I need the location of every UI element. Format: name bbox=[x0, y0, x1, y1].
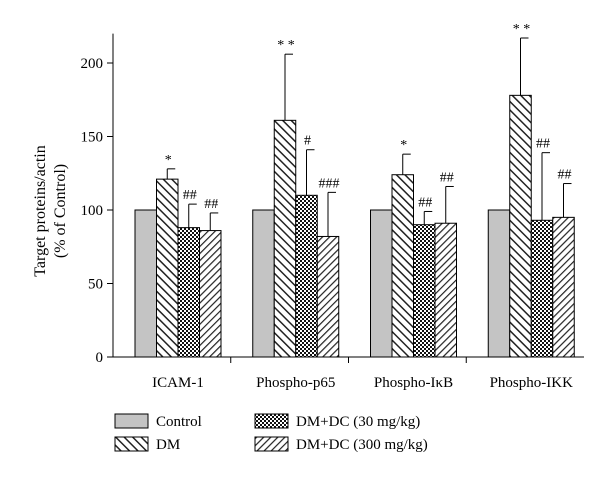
legend-label: DM+DC (30 mg/kg) bbox=[296, 414, 420, 430]
y-axis: 0 50 100 150 200 bbox=[81, 33, 114, 366]
bar bbox=[295, 194, 318, 358]
bar bbox=[156, 178, 179, 358]
legend: Control DM DM+DC (30 mg/kg) DM+DC (300 mg/k… bbox=[114, 413, 428, 453]
significance-label: * * bbox=[513, 22, 531, 37]
legend-label: DM bbox=[156, 437, 180, 453]
y-axis-label-line2: (% of Control) bbox=[52, 164, 69, 258]
bar bbox=[434, 222, 457, 358]
x-tick-label: ICAM-1 bbox=[152, 375, 204, 391]
x-tick-label: Phospho-IκB bbox=[374, 375, 453, 391]
x-axis: ICAM-1 Phospho-p65 Phospho-IκB Phospho-IKK bbox=[113, 356, 584, 391]
significance-label: ## bbox=[440, 170, 454, 185]
y-tick-label: 50 bbox=[88, 277, 103, 293]
bar bbox=[487, 209, 511, 358]
significance-label: ## bbox=[183, 188, 197, 203]
legend-label: DM+DC (300 mg/kg) bbox=[296, 437, 428, 453]
significance-label: # bbox=[304, 134, 311, 149]
bar bbox=[252, 209, 275, 358]
bar bbox=[199, 230, 222, 358]
bar bbox=[316, 235, 340, 358]
x-tick-label: Phospho-p65 bbox=[256, 375, 335, 391]
bar bbox=[413, 224, 436, 358]
bar bbox=[273, 119, 297, 358]
y-tick-label: 100 bbox=[81, 203, 104, 219]
significance-label: ## bbox=[536, 137, 550, 152]
x-tick-label: Phospho-IKK bbox=[490, 375, 574, 391]
y-tick-label: 0 bbox=[96, 350, 104, 366]
bar bbox=[391, 174, 414, 358]
significance-label: * bbox=[400, 138, 407, 153]
significance-label: ### bbox=[319, 176, 340, 191]
significance-label: ## bbox=[558, 168, 572, 183]
legend-swatch bbox=[114, 436, 149, 452]
y-tick-label: 200 bbox=[81, 56, 104, 72]
bars: *####* *####*####* *#### bbox=[134, 22, 575, 358]
significance-label: * * bbox=[277, 38, 295, 53]
significance-label: * bbox=[165, 153, 172, 168]
legend-label: Control bbox=[156, 414, 202, 430]
bar bbox=[530, 219, 554, 358]
significance-label: ## bbox=[204, 197, 218, 212]
bar bbox=[177, 227, 200, 358]
bar bbox=[370, 209, 393, 358]
bar bbox=[134, 209, 157, 358]
legend-swatch bbox=[254, 413, 289, 429]
legend-swatch bbox=[254, 436, 289, 452]
significance-label: ## bbox=[418, 195, 432, 210]
bar bbox=[552, 216, 575, 358]
y-tick-label: 150 bbox=[81, 130, 104, 146]
y-axis-label-line1: Target proteins/actin bbox=[32, 145, 49, 276]
bar bbox=[509, 94, 532, 358]
legend-swatch bbox=[114, 413, 149, 429]
